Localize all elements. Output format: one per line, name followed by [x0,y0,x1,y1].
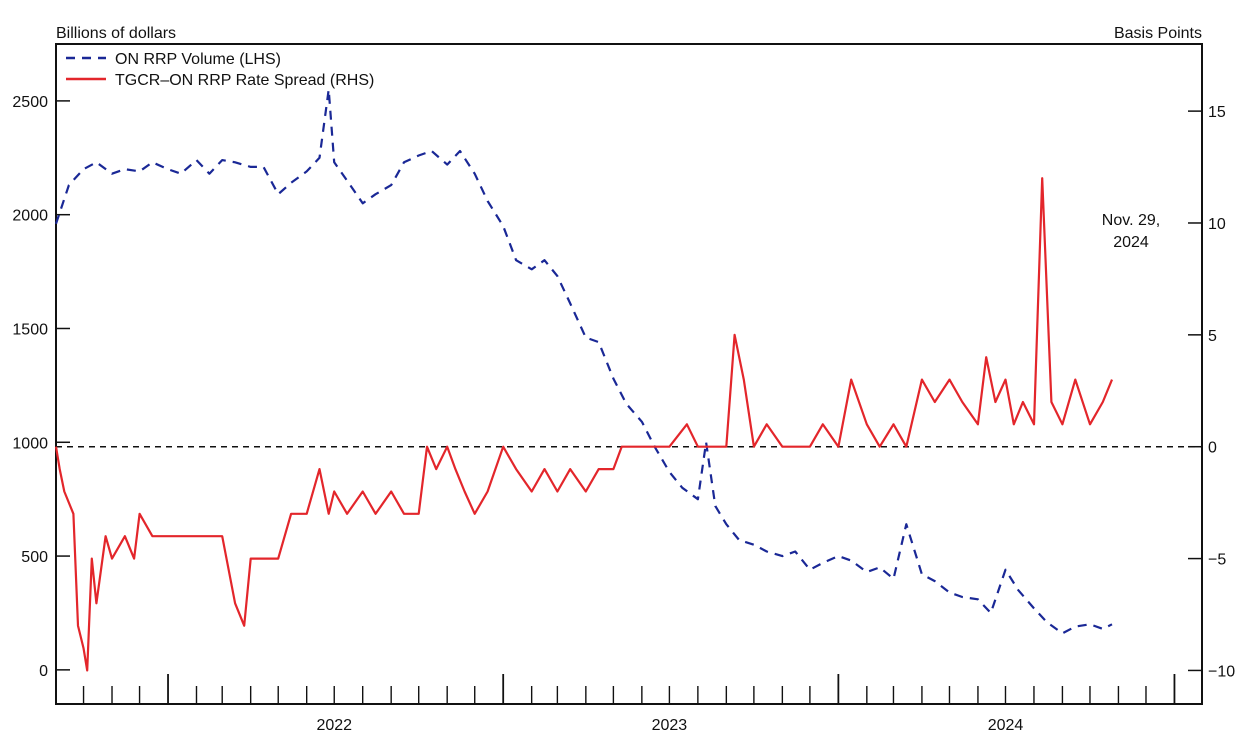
right-tick-label-2: 0 [1208,440,1217,457]
legend: ON RRP Volume (LHS) TGCR–ON RRP Rate Spr… [66,51,374,89]
x-year-label-0: 2022 [316,717,352,734]
left-tick-label-5: 2500 [12,94,48,111]
left-tick-label-0: 0 [39,663,48,680]
left-tick-label-3: 1500 [12,321,48,338]
left-axis: 0 500 1000 1500 2000 2500 [12,94,70,680]
right-axis-label: Basis Points [1114,25,1202,42]
left-tick-label-2: 1000 [12,435,48,452]
legend-label-spread: TGCR–ON RRP Rate Spread (RHS) [115,72,374,89]
x-year-label-2: 2024 [988,717,1024,734]
annotation-line-1: Nov. 29, [1102,212,1160,229]
left-axis-label: Billions of dollars [56,25,176,42]
series-line-1 [54,177,1114,672]
right-tick-label-0: −10 [1208,663,1235,680]
right-tick-label-3: 5 [1208,328,1217,345]
left-tick-label-4: 2000 [12,208,48,225]
left-tick-label-1: 500 [21,549,48,566]
legend-label-volume: ON RRP Volume (LHS) [115,51,281,68]
right-tick-label-4: 10 [1208,216,1226,233]
right-axis: −10 −5 0 5 10 15 [1188,104,1235,680]
x-year-label-1: 2023 [652,717,688,734]
annotation-line-2: 2024 [1113,234,1149,251]
series-line-0 [54,88,1113,635]
right-tick-label-5: 15 [1208,104,1226,121]
right-tick-label-1: −5 [1208,552,1226,569]
series-layer [54,88,1202,672]
x-axis: 2022 2023 2024 [82,674,1176,734]
plot-frame [55,43,1203,705]
